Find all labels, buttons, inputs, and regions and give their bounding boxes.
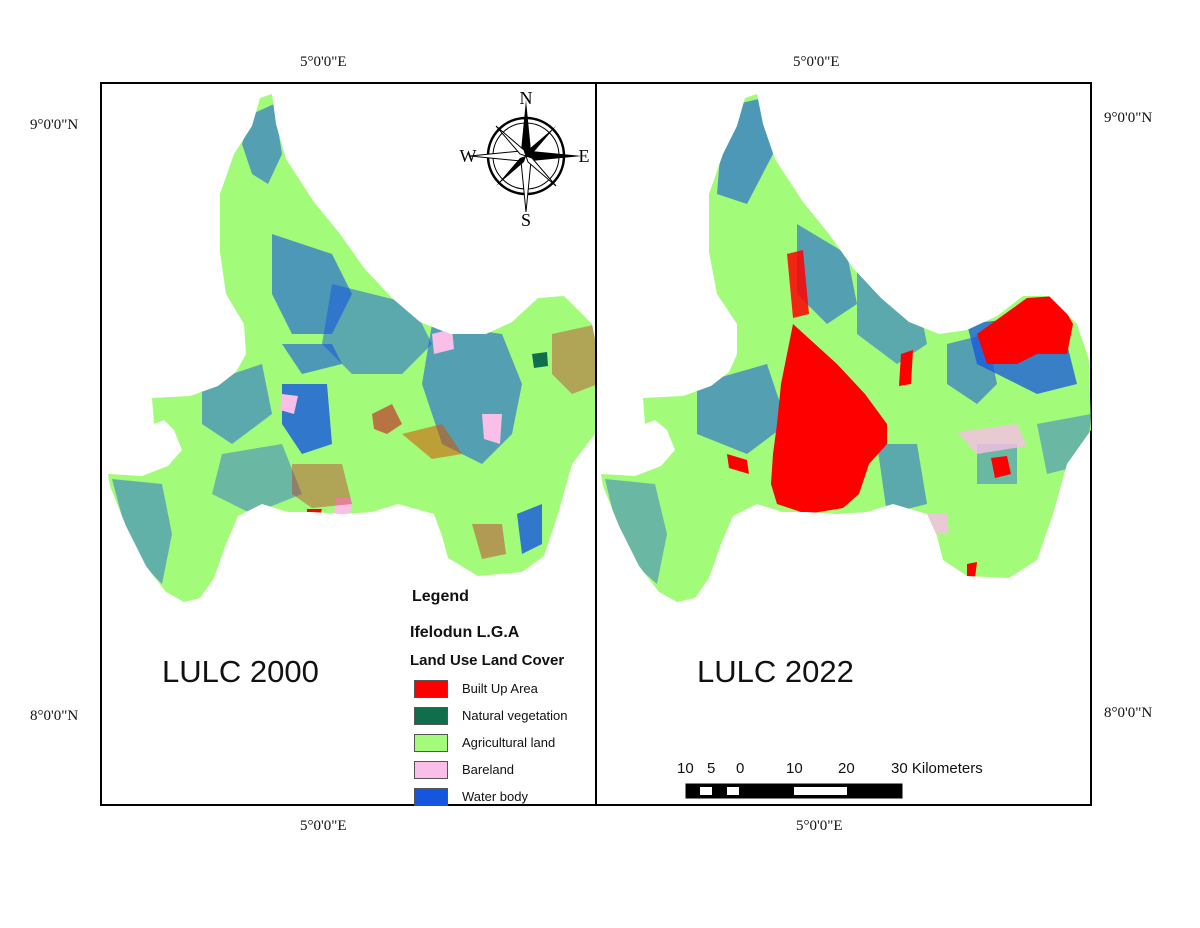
- bareland-patch: [927, 514, 949, 534]
- map-panel-2022: LULC 2022 10 5 0 10 20 30 Kilometers: [595, 82, 1092, 806]
- water-patch: [112, 479, 172, 584]
- legend-label: Built Up Area: [462, 681, 538, 696]
- scale-units-label: 30 Kilometers: [891, 760, 983, 777]
- map-panel-2000: N S E W LULC 2000 Legend Ifelodun L.G.A …: [100, 82, 598, 806]
- legend-title: Legend: [412, 588, 469, 605]
- longitude-label-top-left: 5°0'0"E: [300, 54, 347, 70]
- builtup-patch: [899, 350, 913, 386]
- builtup-patch: [787, 250, 809, 318]
- builtup-patch: [771, 324, 887, 514]
- map-title-2000: LULC 2000: [162, 654, 319, 689]
- bareland-patch: [280, 394, 298, 414]
- longitude-label-bottom-right: 5°0'0"E: [796, 818, 843, 834]
- latitude-label-top-left: 9°0'0"N: [30, 117, 79, 133]
- water-patch: [877, 444, 927, 514]
- legend-label: Natural vegetation: [462, 708, 568, 723]
- west-letter: W: [460, 146, 477, 166]
- legend-category: Land Use Land Cover: [410, 652, 565, 669]
- vegetation-patch: [532, 352, 548, 368]
- landcover-patches-2022: [605, 98, 1091, 584]
- legend-area: Ifelodun L.G.A: [410, 624, 520, 641]
- builtup-patch: [307, 509, 322, 516]
- bareland-swatch: [414, 761, 448, 779]
- builtup-patch: [472, 524, 506, 559]
- agricultural-swatch: [414, 734, 448, 752]
- builtup-patch: [292, 464, 352, 508]
- latitude-label-bottom-left: 8°0'0"N: [30, 708, 79, 724]
- north-letter: N: [520, 88, 533, 108]
- map-title-2022: LULC 2022: [697, 654, 854, 689]
- builtup-swatch: [414, 680, 448, 698]
- builtup-patch: [552, 324, 598, 394]
- scale-bar-graphic: [685, 783, 903, 799]
- water-patch: [605, 479, 667, 584]
- bareland-patch: [334, 498, 352, 516]
- east-letter: E: [579, 146, 590, 166]
- longitude-label-bottom-left: 5°0'0"E: [300, 818, 347, 834]
- north-arrow: N S E W: [460, 88, 590, 230]
- water-patch: [282, 344, 342, 374]
- scale-tick-label: 5: [707, 760, 716, 777]
- lulc-2022-map: [601, 94, 1091, 602]
- longitude-label-top-right: 5°0'0"E: [793, 54, 840, 70]
- water-swatch: [414, 788, 448, 806]
- bareland-patch: [482, 414, 502, 444]
- agricultural-land-area: [601, 94, 1091, 602]
- bareland-patch: [432, 329, 454, 354]
- legend: Legend Ifelodun L.G.A Land Use Land Cove…: [410, 588, 600, 806]
- legend-label: Water body: [462, 789, 528, 804]
- water-patch: [212, 444, 302, 514]
- lulc-2000-map: N S E W: [108, 88, 598, 602]
- builtup-patch: [991, 456, 1011, 478]
- builtup-patch: [727, 454, 749, 474]
- vegetation-swatch: [414, 707, 448, 725]
- water-patch: [517, 504, 542, 554]
- legend-label: Agricultural land: [462, 735, 556, 750]
- bareland-patch: [957, 424, 1027, 454]
- water-patch: [797, 224, 857, 324]
- scale-tick-label: 0: [736, 760, 745, 777]
- builtup-patch: [402, 424, 462, 459]
- scale-tick-label: 20: [838, 760, 855, 777]
- scale-tick-label: 10: [786, 760, 803, 777]
- builtup-patch: [977, 296, 1073, 364]
- builtup-patch: [967, 562, 977, 578]
- scale-tick-label: 10: [677, 760, 694, 777]
- latitude-label-top-right: 9°0'0"N: [1104, 110, 1153, 126]
- latitude-label-bottom-right: 8°0'0"N: [1104, 705, 1153, 721]
- south-letter: S: [521, 210, 531, 230]
- builtup-patch: [372, 404, 402, 434]
- water-patch: [697, 364, 787, 454]
- legend-label: Bareland: [462, 762, 515, 777]
